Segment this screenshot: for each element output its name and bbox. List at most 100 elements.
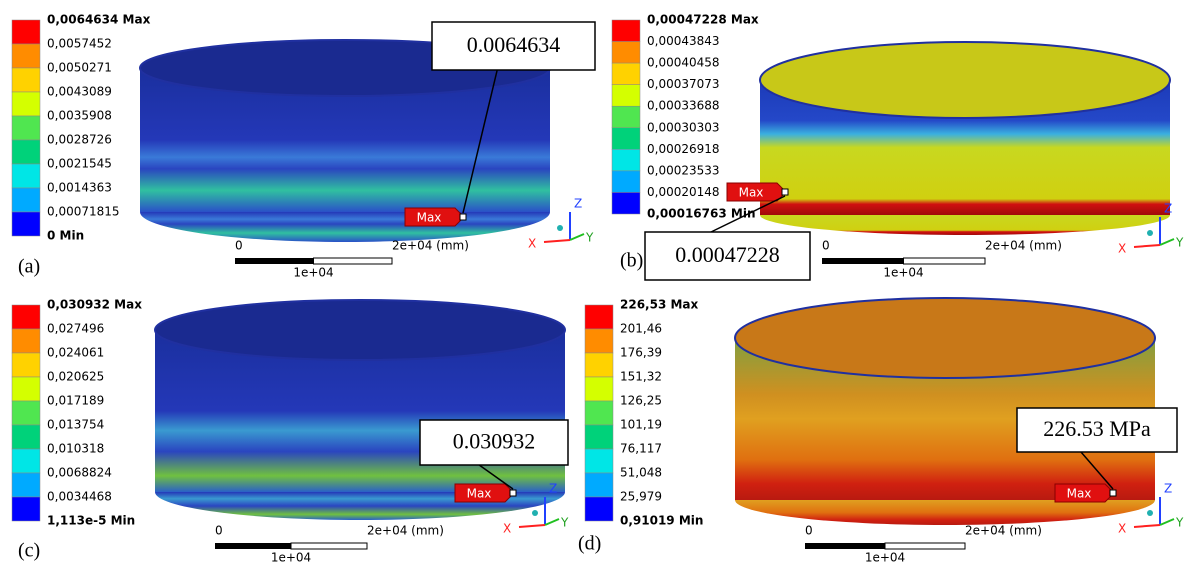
scale-end: 2e+04 (mm) bbox=[392, 239, 469, 253]
legend-swatch bbox=[12, 473, 40, 497]
legend-label: 51,048 bbox=[620, 466, 662, 480]
legend-swatch bbox=[12, 44, 40, 68]
triad-y-label: Y bbox=[1175, 236, 1184, 250]
figure: 0,0064634 Max 0,0057452 0,0050271 0,0043089… bbox=[0, 0, 1196, 570]
cylinder-top bbox=[735, 298, 1155, 378]
max-point bbox=[460, 214, 466, 220]
legend-swatch bbox=[12, 353, 40, 377]
legend-label: 0,013754 bbox=[47, 418, 104, 432]
legend-label: 0,91019 Min bbox=[620, 514, 703, 528]
legend-swatch bbox=[12, 449, 40, 473]
triad-dot bbox=[1147, 230, 1153, 236]
legend-swatch bbox=[12, 377, 40, 401]
legend-swatch bbox=[12, 188, 40, 212]
legend-label: 0,0021545 bbox=[47, 157, 112, 171]
legend-label: 0,0028726 bbox=[47, 133, 112, 147]
scale-black bbox=[215, 543, 291, 549]
scale-black bbox=[235, 258, 314, 264]
legend-label: 1,113e-5 Min bbox=[47, 514, 135, 528]
legend-label: 0,00026918 bbox=[647, 142, 720, 156]
cylinder-top bbox=[155, 300, 565, 360]
triad-z-label: Z bbox=[1164, 202, 1172, 216]
legend-label: 0,0034468 bbox=[47, 490, 112, 504]
scale-black bbox=[805, 543, 885, 549]
scale-zero: 0 bbox=[235, 239, 243, 253]
legend-label: 0,00033688 bbox=[647, 99, 720, 113]
legend-label: 101,19 bbox=[620, 418, 662, 432]
max-tag-label: Max bbox=[417, 211, 442, 225]
cylinder-top bbox=[760, 42, 1170, 118]
scale-white bbox=[904, 258, 986, 264]
max-tag-label: Max bbox=[467, 487, 492, 501]
triad-z-label: Z bbox=[574, 197, 582, 211]
legend-label: 0,024061 bbox=[47, 346, 104, 360]
legend-swatch bbox=[612, 192, 640, 214]
scale-zero: 0 bbox=[215, 524, 223, 538]
scale-white bbox=[291, 543, 367, 549]
legend-swatch bbox=[12, 140, 40, 164]
legend-swatch bbox=[585, 329, 613, 353]
legend-label: 0,00040458 bbox=[647, 56, 720, 70]
legend-label: 0,0043089 bbox=[47, 85, 112, 99]
legend-label: 0,020625 bbox=[47, 370, 104, 384]
legend-swatch bbox=[612, 20, 640, 42]
legend-swatch bbox=[585, 353, 613, 377]
legend-swatch bbox=[585, 401, 613, 425]
legend-swatch bbox=[612, 106, 640, 128]
triad-y bbox=[545, 519, 559, 525]
scale-end: 2e+04 (mm) bbox=[367, 524, 444, 538]
legend-swatch bbox=[585, 473, 613, 497]
legend-label: 0,0035908 bbox=[47, 109, 112, 123]
triad-y-label: Y bbox=[560, 516, 569, 530]
scale-zero: 0 bbox=[805, 524, 813, 538]
scale-mid: 1e+04 bbox=[883, 266, 923, 280]
legend-label: 0,00020148 bbox=[647, 185, 720, 199]
triad-x bbox=[519, 525, 545, 527]
legend-swatch bbox=[612, 171, 640, 193]
max-tag-label: Max bbox=[739, 186, 764, 200]
max-point bbox=[1110, 490, 1116, 496]
panel-label: (b) bbox=[620, 250, 643, 272]
legend-swatch bbox=[12, 212, 40, 236]
legend-label: 0,027496 bbox=[47, 322, 104, 336]
legend-swatch bbox=[585, 377, 613, 401]
triad-x bbox=[1134, 245, 1160, 247]
max-tag-label: Max bbox=[1067, 487, 1092, 501]
callout-text: 0.00047228 bbox=[675, 242, 780, 267]
legend-label: 226,53 Max bbox=[620, 298, 699, 312]
legend-swatch bbox=[12, 92, 40, 116]
scale-mid: 1e+04 bbox=[271, 551, 311, 565]
panel-label: (d) bbox=[578, 533, 601, 555]
callout-text: 0.030932 bbox=[453, 429, 536, 454]
legend-swatch bbox=[612, 63, 640, 85]
triad-x bbox=[544, 240, 570, 242]
legend-label: 0,0064634 Max bbox=[47, 13, 151, 27]
triad-x-label: X bbox=[1118, 522, 1126, 536]
legend-swatch bbox=[612, 128, 640, 150]
legend-label: 0,0050271 bbox=[47, 61, 112, 75]
legend-swatch bbox=[12, 116, 40, 140]
triad-y-label: Y bbox=[585, 231, 594, 245]
callout-text: 0.0064634 bbox=[467, 32, 561, 57]
legend-label: 0,0068824 bbox=[47, 466, 112, 480]
legend-label: 0,0057452 bbox=[47, 37, 112, 51]
triad-x-label: X bbox=[503, 522, 511, 536]
legend-label: 0,00023533 bbox=[647, 163, 720, 177]
legend-swatch bbox=[612, 85, 640, 107]
scale-end: 2e+04 (mm) bbox=[985, 239, 1062, 253]
legend-swatch bbox=[12, 401, 40, 425]
triad-x-label: X bbox=[1118, 242, 1126, 256]
legend-label: 0,010318 bbox=[47, 442, 104, 456]
legend-label: 25,979 bbox=[620, 490, 662, 504]
panel-label: (a) bbox=[18, 256, 40, 278]
triad-x-label: X bbox=[528, 237, 536, 251]
scale-mid: 1e+04 bbox=[293, 266, 333, 280]
legend-label: 176,39 bbox=[620, 346, 662, 360]
legend-label: 0,00043843 bbox=[647, 34, 720, 48]
triad-y bbox=[1160, 519, 1174, 525]
scale-white bbox=[314, 258, 393, 264]
scale-end: 2e+04 (mm) bbox=[965, 524, 1042, 538]
legend-swatch bbox=[585, 425, 613, 449]
triad-z-label: Z bbox=[549, 482, 557, 496]
triad-z-label: Z bbox=[1164, 482, 1172, 496]
